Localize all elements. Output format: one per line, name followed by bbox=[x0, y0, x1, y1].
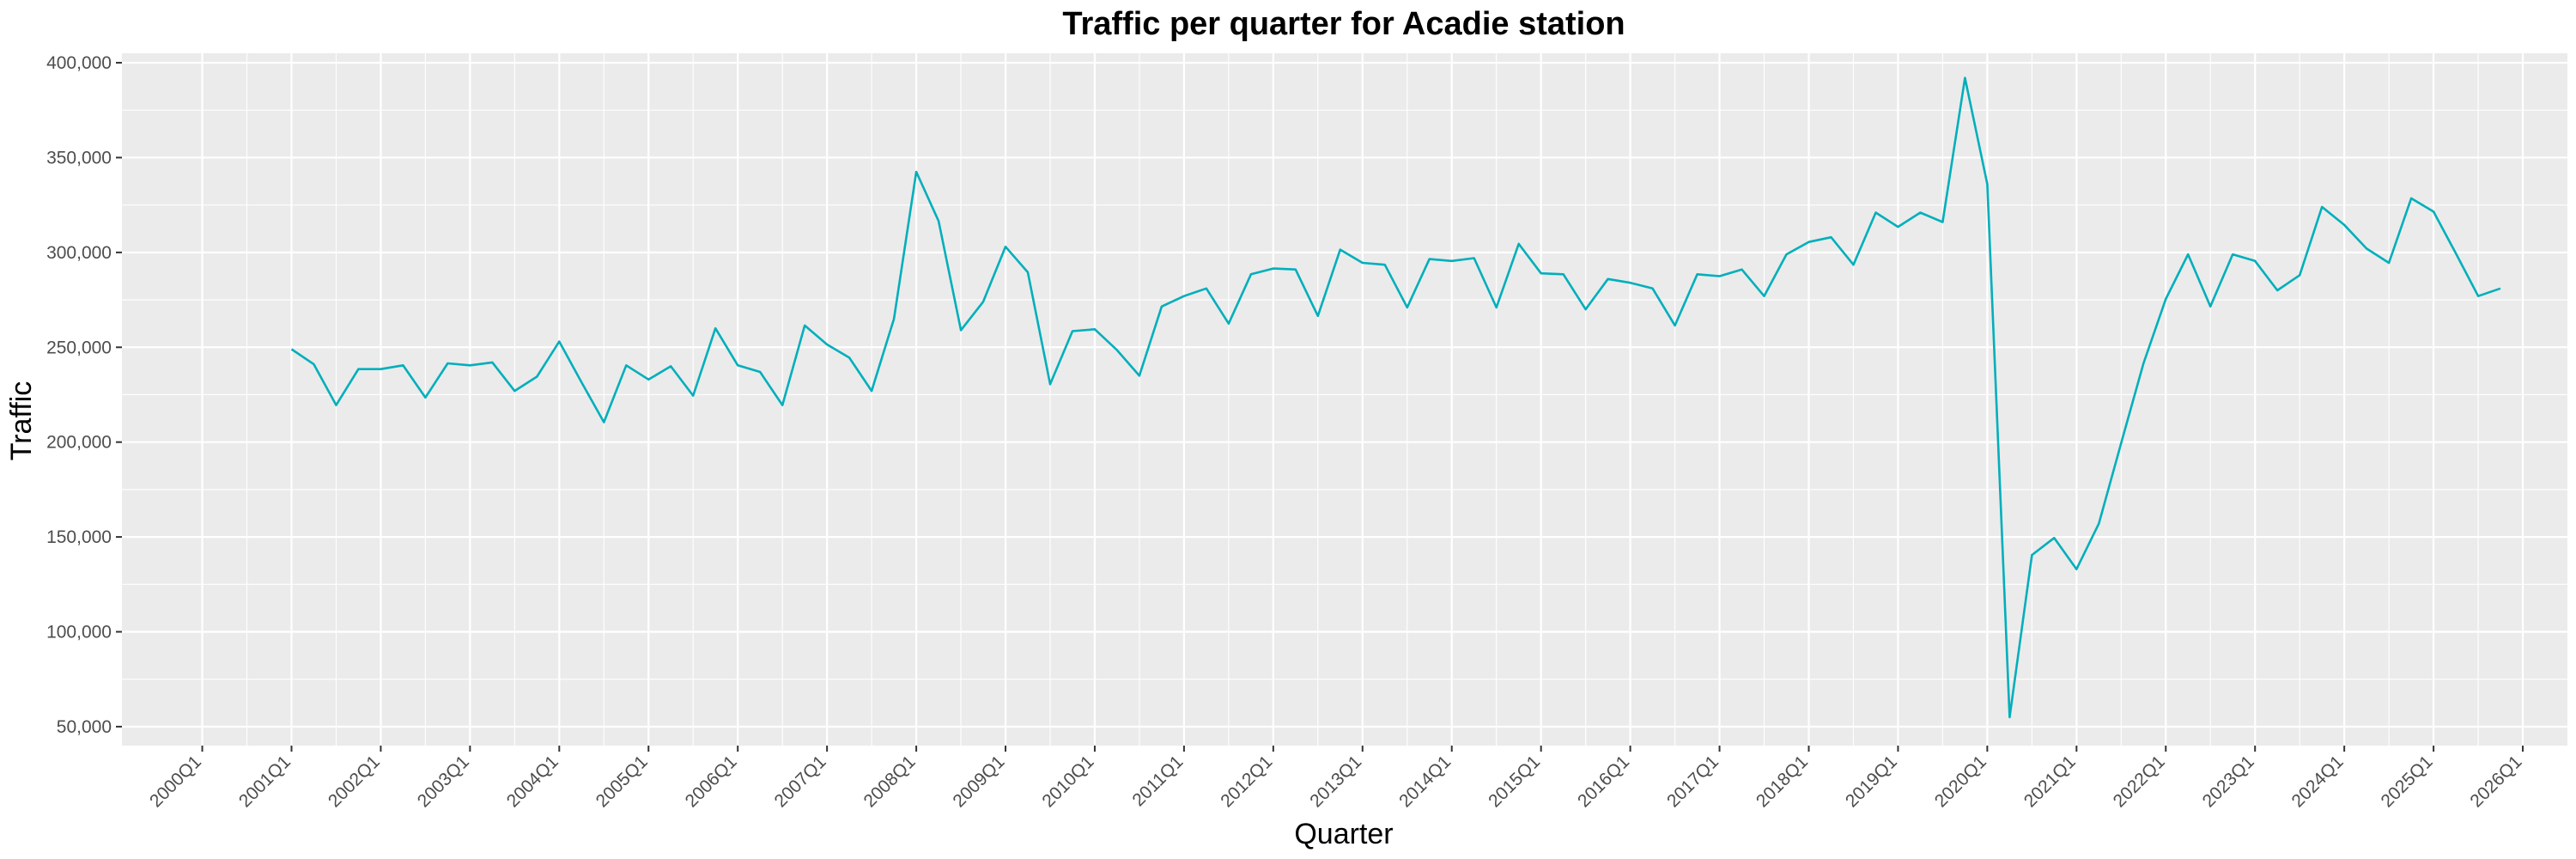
x-axis-title: Quarter bbox=[1294, 818, 1393, 850]
major-gridlines bbox=[122, 53, 2567, 746]
x-tick-label: 2003Q1 bbox=[414, 752, 473, 811]
y-tick-label: 250,000 bbox=[46, 338, 112, 357]
chart-title: Traffic per quarter for Acadie station bbox=[1062, 6, 1625, 42]
series-layer bbox=[290, 76, 2501, 719]
y-tick-label: 100,000 bbox=[46, 623, 112, 643]
x-tick-label: 2008Q1 bbox=[860, 752, 920, 811]
x-tick-label: 2018Q1 bbox=[1753, 752, 1812, 811]
minor-gridlines bbox=[122, 53, 2567, 746]
x-tick-label: 2021Q1 bbox=[2020, 752, 2080, 811]
x-tick-label: 2004Q1 bbox=[503, 752, 562, 811]
x-tick-label: 2010Q1 bbox=[1038, 752, 1097, 811]
x-tick-label: 2025Q1 bbox=[2378, 752, 2437, 811]
x-tick-label: 2022Q1 bbox=[2110, 752, 2169, 811]
x-tick-label: 2013Q1 bbox=[1306, 752, 1365, 811]
x-tick-label: 2017Q1 bbox=[1663, 752, 1722, 811]
x-tick-label: 2024Q1 bbox=[2288, 752, 2348, 811]
y-tick-label: 200,000 bbox=[46, 433, 112, 453]
x-tick-label: 2019Q1 bbox=[1842, 752, 1901, 811]
y-tick-label: 400,000 bbox=[46, 53, 112, 73]
y-tick-label: 300,000 bbox=[46, 243, 112, 263]
series-line bbox=[290, 76, 2501, 719]
y-axis: 50,000 100,000 150,000 200,000 250,000 300,00… bbox=[46, 53, 122, 737]
x-tick-label: 2016Q1 bbox=[1574, 752, 1633, 811]
x-tick-label: 2020Q1 bbox=[1931, 752, 1990, 811]
x-tick-label: 2023Q1 bbox=[2199, 752, 2258, 811]
x-tick-label: 2005Q1 bbox=[592, 752, 652, 811]
x-tick-label: 2009Q1 bbox=[949, 752, 1008, 811]
x-tick-label: 2015Q1 bbox=[1485, 752, 1544, 811]
x-tick-label: 2012Q1 bbox=[1217, 752, 1276, 811]
x-tick-label: 2006Q1 bbox=[682, 752, 741, 811]
plot-panel bbox=[122, 53, 2567, 746]
x-tick-label: 2001Q1 bbox=[235, 752, 295, 811]
x-tick-label: 2014Q1 bbox=[1395, 752, 1455, 811]
x-tick-label: 2007Q1 bbox=[771, 752, 830, 811]
y-tick-label: 50,000 bbox=[57, 717, 112, 737]
x-tick-label: 2026Q1 bbox=[2466, 752, 2525, 811]
x-tick-label: 2002Q1 bbox=[325, 752, 384, 811]
y-tick-label: 150,000 bbox=[46, 527, 112, 547]
x-axis: 2000Q1 2001Q1 2002Q1 2003Q1 2004Q1 2005Q1 2006… bbox=[146, 746, 2526, 811]
y-axis-title: Traffic bbox=[5, 381, 38, 461]
y-tick-label: 350,000 bbox=[46, 148, 112, 168]
x-tick-label: 2011Q1 bbox=[1128, 752, 1187, 810]
x-tick-label: 2000Q1 bbox=[146, 752, 205, 811]
